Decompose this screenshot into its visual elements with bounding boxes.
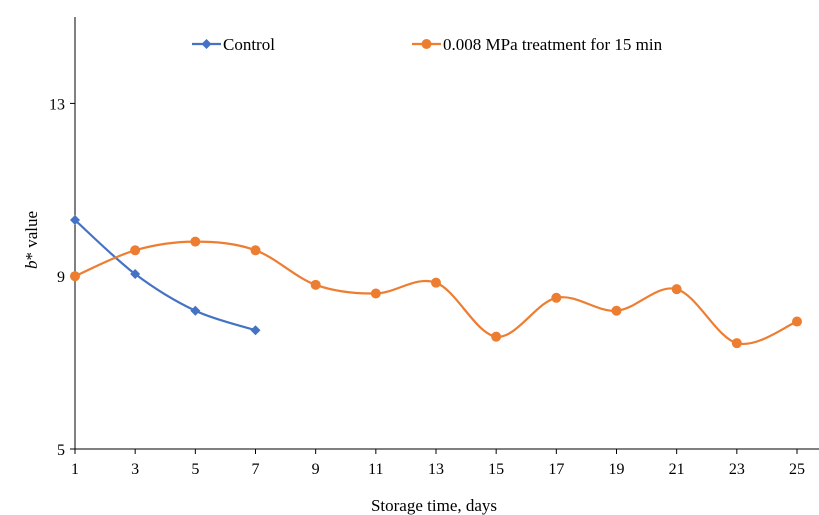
data-point <box>70 271 80 282</box>
y-tick-label: 13 <box>49 96 65 113</box>
y-axis-title: b* value <box>22 211 41 269</box>
data-point <box>611 305 622 316</box>
x-tick-label: 25 <box>789 461 805 478</box>
x-tick-label: 7 <box>252 461 260 478</box>
y-tick-label: 5 <box>57 442 65 459</box>
data-point <box>671 284 682 295</box>
data-point <box>130 245 141 256</box>
legend-label-control: Control <box>223 35 275 54</box>
data-point <box>370 288 381 299</box>
series-treatment <box>70 236 802 349</box>
data-point <box>310 279 321 290</box>
legend-marker-treatment <box>421 39 432 49</box>
y-axis-ticks: 5 9 13 <box>49 96 75 459</box>
legend-item-control: Control <box>192 35 275 54</box>
legend-marker-control <box>201 39 212 49</box>
x-tick-label: 13 <box>428 461 444 478</box>
x-tick-label: 9 <box>312 461 320 478</box>
series-line <box>74 219 256 332</box>
y-tick-label: 9 <box>57 269 65 286</box>
legend-item-treatment: 0.008 MPa treatment for 15 min <box>412 35 663 54</box>
data-point <box>250 245 261 256</box>
x-tick-label: 5 <box>191 461 199 478</box>
data-point <box>190 305 201 316</box>
x-tick-label: 3 <box>131 461 139 478</box>
x-axis-title: Storage time, days <box>371 496 497 515</box>
series-control <box>70 215 261 336</box>
x-tick-label: 11 <box>368 461 383 478</box>
series-line <box>74 240 798 346</box>
data-point <box>130 269 141 280</box>
data-point <box>551 292 562 303</box>
legend: Control 0.008 MPa treatment for 15 min <box>192 35 663 54</box>
data-point <box>250 325 261 336</box>
data-point <box>491 331 502 342</box>
data-point <box>431 277 441 288</box>
x-axis-ticks: 1 3 5 7 9 11 13 15 17 19 21 23 25 <box>71 449 805 478</box>
data-point <box>792 316 802 327</box>
data-point <box>190 236 201 247</box>
x-tick-label: 1 <box>71 461 79 478</box>
y-axis-title-italic: b <box>22 261 41 270</box>
data-point <box>70 215 80 226</box>
x-tick-label: 21 <box>669 461 685 478</box>
series-layer <box>70 215 802 349</box>
x-tick-label: 17 <box>548 461 564 478</box>
data-point <box>731 338 742 349</box>
y-axis-title-rest: * value <box>22 211 41 261</box>
x-tick-label: 15 <box>488 461 504 478</box>
legend-label-treatment: 0.008 MPa treatment for 15 min <box>443 35 663 54</box>
x-tick-label: 23 <box>729 461 745 478</box>
x-tick-label: 19 <box>609 461 625 478</box>
